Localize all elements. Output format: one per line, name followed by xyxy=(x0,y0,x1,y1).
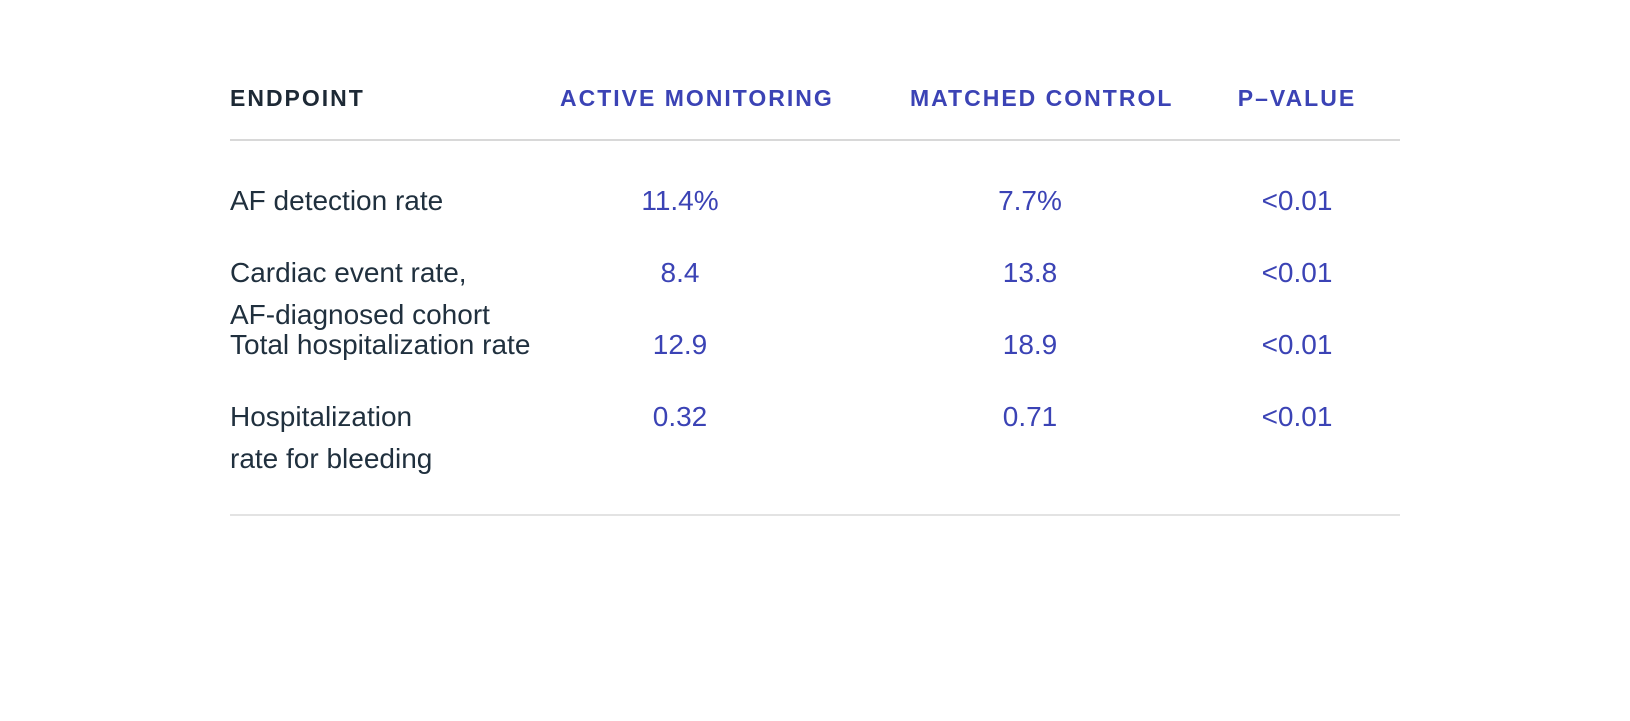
matched-control-value: 0.71 xyxy=(1002,401,1058,432)
column-header-p-value: P–VALUE xyxy=(1237,85,1357,111)
endpoint-line1: AF detection rate xyxy=(230,185,444,216)
active-monitoring-value: 12.9 xyxy=(652,329,708,360)
active-monitoring-value: 8.4 xyxy=(660,257,700,288)
active-monitoring-value: 0.32 xyxy=(652,401,708,432)
table-body: AF detection rate 11.4% 7.7% <0.01 Cardi… xyxy=(230,180,1400,474)
table-row: Hospitalization rate for bleeding 0.32 0… xyxy=(230,396,1400,474)
table-header-row: ENDPOINT ACTIVE MONITORING MATCHED CONTR… xyxy=(230,83,1400,113)
column-header-endpoint: ENDPOINT xyxy=(230,85,365,111)
table-row: Total hospitalization rate 12.9 18.9 <0.… xyxy=(230,324,1400,366)
endpoint-cell: Hospitalization rate for bleeding xyxy=(230,396,610,480)
column-header-active-monitoring: ACTIVE MONITORING xyxy=(560,85,834,111)
table-row: AF detection rate 11.4% 7.7% <0.01 xyxy=(230,180,1400,222)
p-value: <0.01 xyxy=(1261,185,1333,216)
header-divider-line xyxy=(230,139,1400,141)
p-value: <0.01 xyxy=(1261,329,1333,360)
column-header-matched-control: MATCHED CONTROL xyxy=(910,85,1174,111)
active-monitoring-value: 11.4% xyxy=(641,185,719,216)
p-value: <0.01 xyxy=(1261,257,1333,288)
results-table: ENDPOINT ACTIVE MONITORING MATCHED CONTR… xyxy=(230,0,1400,516)
matched-control-value: 13.8 xyxy=(1002,257,1058,288)
endpoint-cell: AF detection rate xyxy=(230,180,610,222)
endpoint-cell: Cardiac event rate, AF-diagnosed cohort xyxy=(230,252,610,336)
endpoint-line1: Hospitalization xyxy=(230,401,413,432)
table-row: Cardiac event rate, AF-diagnosed cohort … xyxy=(230,252,1400,330)
endpoint-cell: Total hospitalization rate xyxy=(230,324,610,366)
p-value: <0.01 xyxy=(1261,401,1333,432)
endpoint-line2: AF-diagnosed cohort xyxy=(230,299,490,330)
matched-control-value: 18.9 xyxy=(1002,329,1058,360)
endpoint-line1: Total hospitalization rate xyxy=(230,329,531,360)
matched-control-value: 7.7% xyxy=(998,185,1062,216)
endpoint-line1: Cardiac event rate, xyxy=(230,257,467,288)
footer-divider-line xyxy=(230,514,1400,516)
endpoint-line2: rate for bleeding xyxy=(230,443,433,474)
